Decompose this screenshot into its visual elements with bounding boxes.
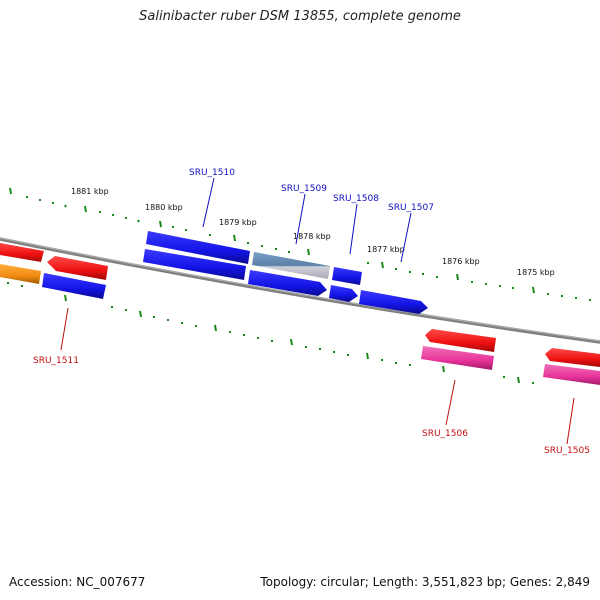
accession-text: Accession: NC_007677 — [9, 575, 146, 589]
genome-summary-text: Topology: circular; Length: 3,551,823 bp… — [260, 575, 590, 589]
gene-blue-inner-1[interactable] — [143, 249, 246, 280]
gene-label-sru-1507[interactable]: SRU_1507 — [388, 203, 434, 213]
gene-orange[interactable] — [0, 264, 41, 284]
gene-blue-inner-2[interactable] — [248, 270, 327, 296]
kbp-label: 1879 kbp — [219, 218, 257, 227]
gene-blue-inner-4[interactable] — [359, 290, 428, 314]
gene-label-sru-1510[interactable]: SRU_1510 — [189, 168, 235, 178]
kbp-label: 1875 kbp — [517, 268, 555, 277]
gene-sru-1505[interactable] — [543, 364, 600, 385]
leader-line — [349, 203, 358, 255]
gene-sru-1506[interactable] — [421, 346, 494, 370]
kbp-label: 1878 kbp — [293, 232, 331, 241]
gene-sru-1508[interactable] — [332, 267, 362, 285]
kbp-label: 1877 kbp — [367, 245, 405, 254]
leader-line — [566, 397, 575, 445]
kbp-label: 1881 kbp — [71, 187, 109, 196]
gene-sru-1511[interactable] — [42, 273, 106, 299]
gene-label-sru-1508[interactable]: SRU_1508 — [333, 194, 379, 204]
leader-line — [202, 177, 215, 228]
outer-tick-track — [9, 187, 591, 301]
gene-label-sru-1509[interactable]: SRU_1509 — [281, 184, 327, 194]
leader-line — [295, 193, 306, 245]
gene-red-inner-1506[interactable] — [425, 329, 496, 352]
gene-sru-1510[interactable] — [146, 231, 250, 264]
gene-sru-1511-upper[interactable] — [47, 256, 108, 280]
kbp-label: 1880 kbp — [145, 203, 183, 212]
gene-sru-1512-upper[interactable] — [0, 243, 44, 262]
gene-label-sru-1505[interactable]: SRU_1505 — [544, 446, 590, 456]
genome-title: Salinibacter ruber DSM 13855, complete g… — [139, 9, 461, 24]
gene-red-inner-1505[interactable] — [545, 348, 600, 367]
gene-sru-1509[interactable] — [252, 252, 330, 279]
genome-backbone — [0, 237, 600, 344]
inner-tick-track — [7, 282, 534, 384]
leader-line — [400, 212, 412, 263]
gene-label-sru-1506[interactable]: SRU_1506 — [422, 429, 468, 439]
gene-blue-inner-3[interactable] — [329, 285, 358, 302]
gene-label-sru-1511[interactable]: SRU_1511 — [33, 356, 79, 366]
leader-line — [60, 307, 69, 351]
leader-line — [445, 379, 456, 426]
kbp-label: 1876 kbp — [442, 257, 480, 266]
